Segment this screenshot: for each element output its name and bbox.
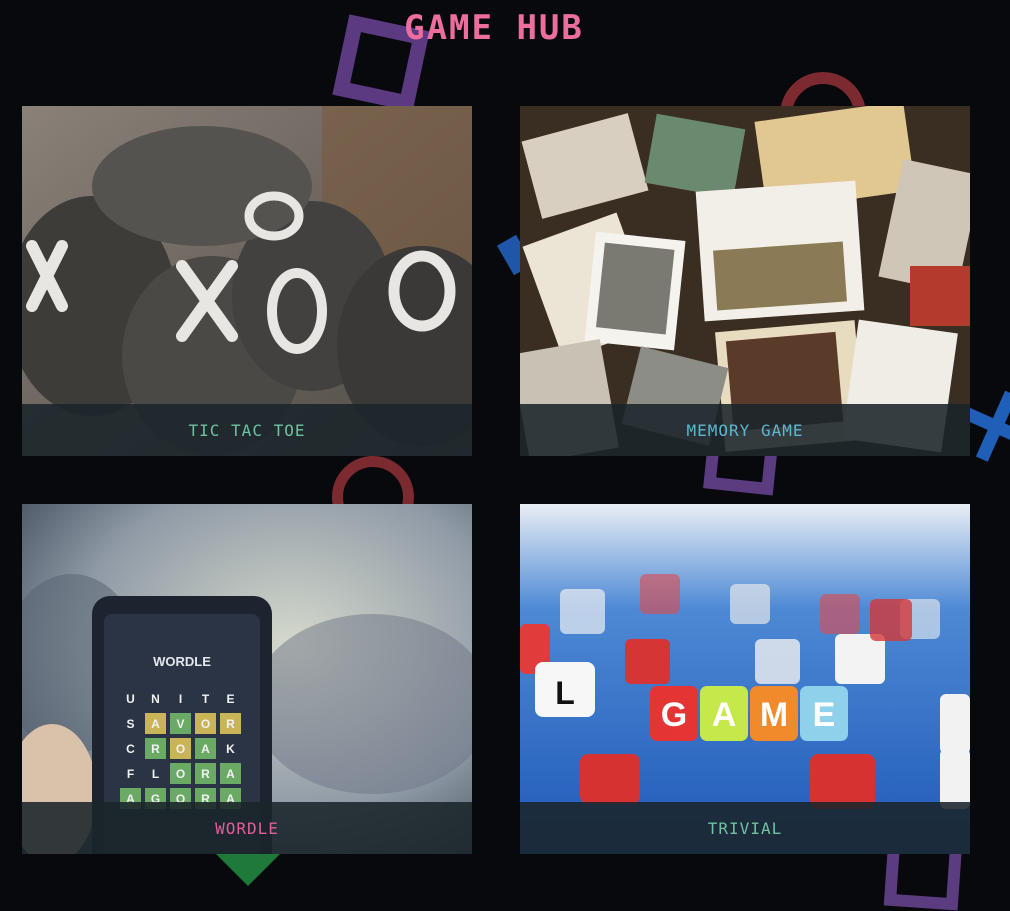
card-label-trivial: TRIVIAL	[707, 818, 783, 838]
wordle-tile	[220, 688, 241, 709]
wordle-letter: A	[151, 717, 160, 731]
wordle-letter: S	[126, 717, 134, 731]
wordle-letter: N	[151, 692, 160, 706]
wordle-tile	[145, 688, 166, 709]
wordle-tile	[120, 738, 141, 759]
bean-bags-xo-photo	[22, 106, 472, 456]
card-caption: WORDLE	[22, 802, 472, 854]
wordle-letter: R	[151, 742, 160, 756]
wordle-letter: O	[176, 742, 185, 756]
game-card-tic-tac-toe[interactable]: TIC TAC TOE	[22, 106, 472, 456]
page-title: GAME HUB	[404, 8, 584, 48]
letter-die	[700, 686, 748, 741]
letter-die	[750, 686, 798, 741]
card-caption: TIC TAC TOE	[22, 404, 472, 456]
svg-text:L: L	[555, 675, 575, 711]
card-label-memory-game: MEMORY GAME	[686, 420, 804, 440]
wordle-letter: A	[201, 742, 210, 756]
scattered-photos-photo	[520, 106, 970, 456]
svg-text:WORDLE: WORDLE	[153, 654, 211, 669]
wordle-letter: R	[201, 792, 210, 806]
wordle-letter: R	[226, 717, 235, 731]
wordle-tile	[195, 713, 216, 734]
card-caption: MEMORY GAME	[520, 404, 970, 456]
wordle-tile	[145, 713, 166, 734]
wordle-letter: I	[179, 692, 182, 706]
wordle-tile	[145, 763, 166, 784]
wordle-tile	[195, 763, 216, 784]
wordle-letter: U	[126, 692, 135, 706]
wordle-letter: A	[226, 767, 235, 781]
wordle-letter: V	[176, 717, 184, 731]
wordle-letter: O	[201, 717, 210, 731]
wordle-letter: K	[226, 742, 235, 756]
wordle-tile	[220, 763, 241, 784]
wordle-letter: A	[226, 792, 235, 806]
card-label-tic-tac-toe: TIC TAC TOE	[188, 420, 306, 440]
wordle-tile	[220, 738, 241, 759]
wordle-tile	[195, 688, 216, 709]
die-letter: M	[760, 696, 788, 734]
wordle-letter: A	[126, 792, 135, 806]
card-label-wordle: WORDLE	[215, 818, 279, 838]
wordle-letter: O	[176, 792, 185, 806]
wordle-letter: C	[126, 742, 135, 756]
letter-die	[800, 686, 848, 741]
letter-die	[650, 686, 698, 741]
wordle-letter: T	[202, 692, 210, 706]
wordle-letter: G	[151, 792, 160, 806]
wordle-letter: R	[201, 767, 210, 781]
wordle-tile	[170, 713, 191, 734]
wordle-tile	[220, 713, 241, 734]
wordle-tile	[120, 763, 141, 784]
die-letter: E	[813, 696, 836, 734]
wordle-tile	[145, 738, 166, 759]
wordle-letter: O	[176, 767, 185, 781]
wordle-tile	[170, 738, 191, 759]
wordle-tile	[170, 763, 191, 784]
die-letter: A	[712, 696, 737, 734]
card-caption: TRIVIAL	[520, 802, 970, 854]
wordle-letter: F	[127, 767, 134, 781]
wordle-tile	[120, 688, 141, 709]
wordle-letter: L	[152, 767, 159, 781]
game-card-memory-game[interactable]: MEMORY GAME	[520, 106, 970, 456]
wordle-tile	[170, 688, 191, 709]
wordle-tile	[120, 713, 141, 734]
die-letter: G	[661, 696, 687, 734]
wordle-tile	[195, 738, 216, 759]
wordle-letter: E	[226, 692, 234, 706]
